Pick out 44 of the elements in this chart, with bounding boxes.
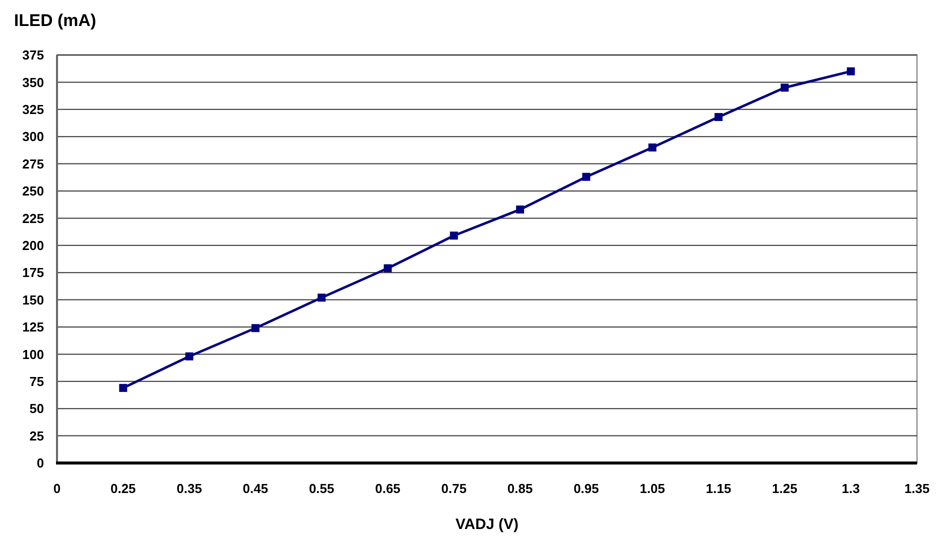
point — [516, 205, 524, 214]
y-tick-label: 225 — [22, 210, 44, 226]
x-tick-label: 1.25 — [772, 481, 798, 496]
y-tick-label: 250 — [22, 184, 44, 199]
y-tick-label: 175 — [22, 265, 44, 280]
y-tick-label: 300 — [22, 129, 44, 144]
y-tick-label: 200 — [22, 238, 44, 253]
x-tick-label: 0.45 — [242, 481, 268, 496]
y-tick-label: 25 — [30, 428, 44, 444]
x-tick-label: 0.75 — [441, 481, 467, 496]
point — [251, 324, 260, 332]
y-axis-title: ILED (mA) — [14, 11, 96, 30]
point — [780, 84, 789, 92]
point — [714, 113, 723, 122]
point — [185, 352, 194, 360]
x-tick-label: 0.35 — [176, 481, 202, 496]
x-tick-label: 1.3 — [842, 481, 860, 496]
y-tick-label: 350 — [22, 74, 44, 90]
point — [384, 264, 392, 272]
y-tick-label: 0 — [36, 456, 44, 471]
x-axis-title: VADJ (V) — [455, 516, 519, 533]
point — [648, 143, 656, 152]
x-tick-label: 0.95 — [574, 481, 599, 496]
y-tick-label: 150 — [22, 292, 44, 308]
x-tick-label: 0.25 — [110, 481, 136, 496]
y-tick-label: 50 — [30, 401, 44, 416]
x-tick-label: 0 — [53, 481, 61, 496]
y-tick-label: 275 — [22, 156, 44, 172]
x-tick-label: 0.85 — [507, 481, 533, 496]
x-tick-label: 1.35 — [904, 481, 930, 496]
y-tick-label: 375 — [22, 48, 44, 63]
y-tick-label: 100 — [22, 346, 44, 362]
x-tick-label: 1.05 — [640, 481, 666, 496]
point — [318, 294, 326, 302]
point — [450, 232, 458, 240]
point — [119, 384, 128, 392]
y-tick-label: 75 — [30, 374, 44, 389]
y-tick-label: 325 — [22, 102, 44, 117]
x-tick-label: 1.15 — [706, 481, 732, 496]
x-tick-label: 0.55 — [308, 481, 334, 496]
y-tick-label: 125 — [22, 320, 44, 335]
point — [582, 172, 590, 181]
point — [846, 67, 855, 76]
x-tick-label: 0.65 — [375, 481, 400, 496]
